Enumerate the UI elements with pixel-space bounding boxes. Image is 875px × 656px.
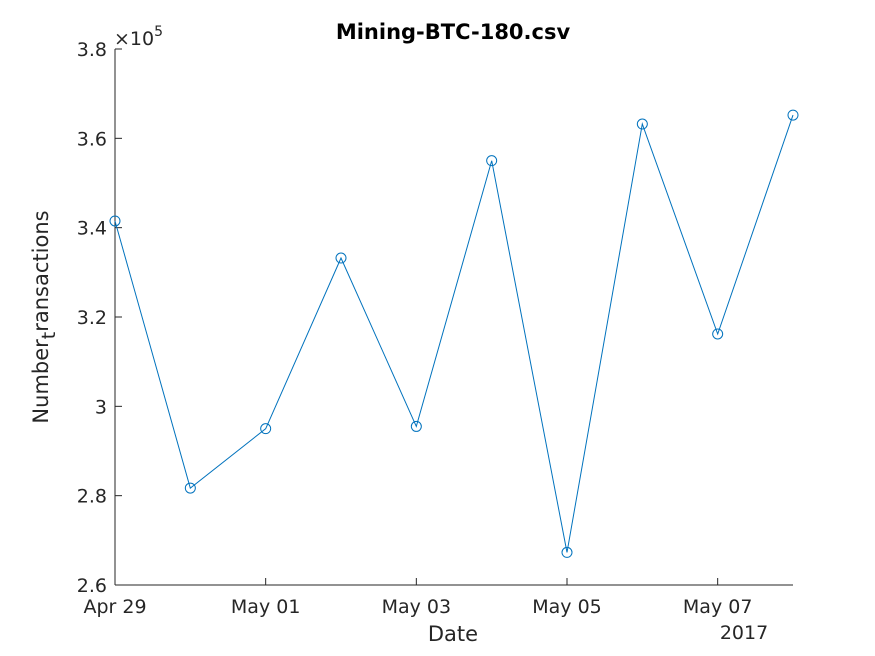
y-tick-label: 3.2	[77, 307, 107, 329]
y-axis-label-subscript: t	[38, 332, 60, 339]
y-tick-label: 2.6	[77, 575, 107, 597]
x-tick-label: Apr 29	[83, 596, 146, 618]
x-tick-label: May 03	[382, 596, 452, 618]
y-exponent-power: 5	[154, 24, 163, 40]
y-tick-label: 3	[95, 396, 107, 418]
data-point	[410, 420, 422, 432]
y-tick-label: 3.4	[77, 218, 107, 240]
data-point	[712, 328, 724, 340]
series-markers	[109, 109, 799, 558]
x-tick-label: May 01	[231, 596, 301, 618]
data-point	[335, 252, 347, 264]
data-point	[184, 482, 196, 494]
y-ticks: 2.6 2.8 3 3.2 3.4 3.6 3.8	[77, 39, 122, 597]
data-point	[636, 118, 648, 130]
x-tick-label: May 05	[532, 596, 602, 618]
y-axis-label-rest: ransactions	[29, 210, 53, 331]
data-point	[109, 215, 121, 227]
y-exponent-label: ×105	[114, 24, 163, 50]
y-axis-label: Numbertransactions	[29, 210, 60, 423]
data-point	[260, 423, 272, 435]
x-axis-label: Date	[428, 622, 478, 646]
data-point	[787, 109, 799, 121]
y-tick-label: 2.8	[77, 486, 107, 508]
data-point	[486, 155, 498, 167]
chart-title: Mining-BTC-180.csv	[336, 20, 571, 44]
y-tick-label: 3.6	[77, 128, 107, 150]
data-point	[561, 546, 573, 558]
x-year-label: 2017	[720, 622, 768, 644]
x-ticks: Apr 29 May 01 May 03 May 05 May 07	[83, 578, 752, 618]
y-axis-label-main: Number	[29, 339, 53, 424]
x-tick-label: May 07	[683, 596, 753, 618]
y-exponent-prefix: ×10	[114, 28, 154, 50]
series-line	[114, 114, 794, 553]
y-tick-label: 3.8	[77, 39, 107, 61]
